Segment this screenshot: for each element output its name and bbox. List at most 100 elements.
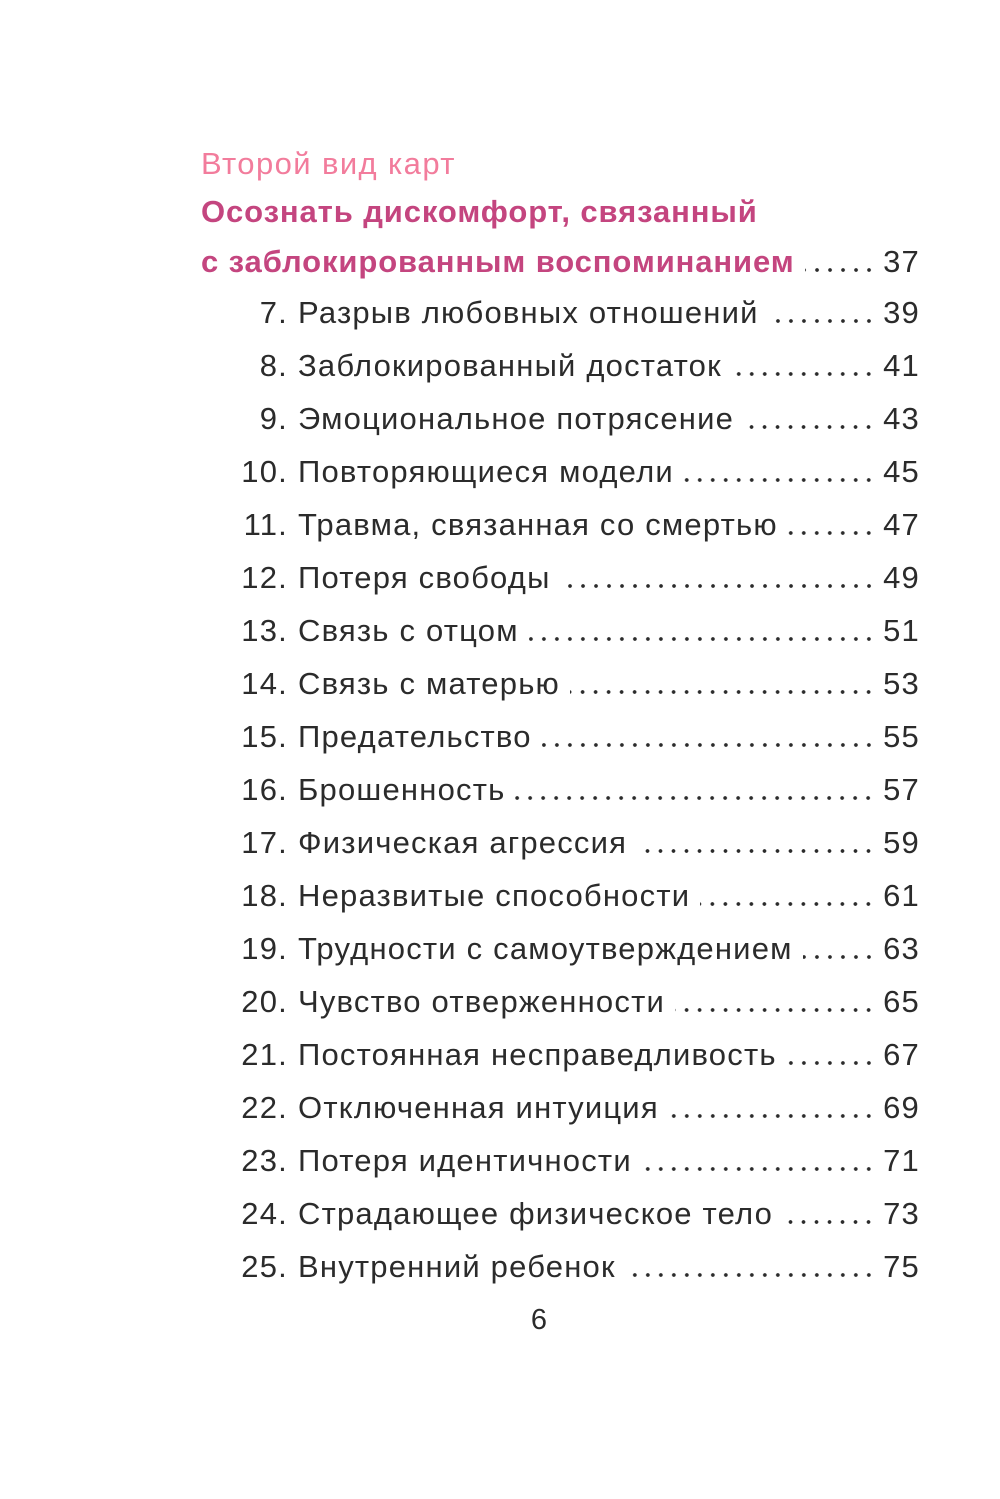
entry-number: 11.	[243, 507, 288, 542]
entry-title: Потеря свободы	[298, 560, 551, 595]
entry-title: Трудности с самоутверждением	[298, 931, 793, 966]
page-number: 51	[883, 613, 920, 648]
entry-number: 12.	[241, 560, 288, 595]
entry-title: Внутренний ребенок	[298, 1249, 616, 1284]
toc-entry: 24. Страдающее физическое тело 73	[0, 1192, 1000, 1236]
leader-dots	[641, 1165, 876, 1173]
entry-title: Травма, связанная со смертью	[298, 507, 778, 542]
leader-dots	[786, 1059, 876, 1067]
entry-number: 21.	[241, 1037, 288, 1072]
toc-entry: 15. Предательство 55	[0, 715, 1000, 759]
page-number: 63	[883, 931, 920, 966]
entry-number: 16.	[241, 772, 288, 807]
leader-dots	[675, 1006, 876, 1014]
page-number: 73	[883, 1196, 920, 1231]
entry-number: 18.	[241, 878, 288, 913]
entry-title: Отключенная интуиция	[298, 1090, 659, 1125]
toc-entry: 9. Эмоциональное потрясение 43	[0, 397, 1000, 441]
entry-number: 14.	[241, 666, 288, 701]
toc-entry: 7. Разрыв любовных отношений 39	[0, 291, 1000, 335]
entry-title: Связь с матерью	[298, 666, 560, 701]
leader-dots	[683, 476, 876, 484]
entry-title: Неразвитые способности	[298, 878, 691, 913]
entry-title: Страдающее физическое тело	[298, 1196, 774, 1231]
toc-entry: 19. Трудности с самоутверждением 63	[0, 927, 1000, 971]
page-number: 53	[883, 666, 920, 701]
leader-dots	[787, 529, 876, 537]
toc-entry: 12. Потеря свободы 49	[0, 556, 1000, 600]
entry-number: 15.	[241, 719, 288, 754]
leader-dots	[515, 794, 876, 802]
entry-title: Физическая агрессия	[298, 825, 628, 860]
page-number: 71	[883, 1143, 920, 1178]
leader-dots	[541, 741, 876, 749]
page-number: 59	[883, 825, 920, 860]
leader-dots	[625, 1271, 876, 1279]
entry-title: Постоянная несправедливость	[298, 1037, 777, 1072]
page-number: 57	[883, 772, 920, 807]
section-label: Второй вид карт	[201, 146, 456, 181]
entry-number: 8.	[259, 348, 288, 383]
entry-title: Потеря идентичности	[298, 1143, 632, 1178]
entry-number: 25.	[241, 1249, 288, 1284]
toc-entry: 18. Неразвитые способности 61	[0, 874, 1000, 918]
page-number: 37	[883, 244, 920, 279]
leader-dots	[802, 953, 876, 961]
section-heading: с заблокированным воспоминанием	[201, 244, 795, 279]
leader-dots	[560, 582, 876, 590]
heading-row: с заблокированным воспоминанием 37	[0, 240, 1000, 284]
page-number: 55	[883, 719, 920, 754]
page-number: 47	[883, 507, 920, 542]
toc-entry: 25. Внутренний ребенок 75	[0, 1245, 1000, 1289]
entry-number: 9.	[259, 401, 288, 436]
toc-entry: 8. Заблокированный достаток 41	[0, 344, 1000, 388]
toc-entry: 11. Травма, связанная со смертью 47	[0, 503, 1000, 547]
entry-number: 22.	[241, 1090, 288, 1125]
leader-dots	[804, 266, 876, 274]
entry-number: 20.	[241, 984, 288, 1019]
entry-title: Предательство	[298, 719, 532, 754]
entry-number: 17.	[241, 825, 288, 860]
entry-title: Разрыв любовных отношений	[298, 295, 759, 330]
entry-number: 19.	[241, 931, 288, 966]
page-number: 43	[883, 401, 920, 436]
entry-title: Заблокированный достаток	[298, 348, 722, 383]
leader-dots	[668, 1112, 876, 1120]
toc-entry: 17. Физическая агрессия 59	[0, 821, 1000, 865]
leader-dots	[744, 423, 876, 431]
section-heading: Осознать дискомфорт, связанный	[201, 194, 758, 229]
entry-title: Чувство отверженности	[298, 984, 665, 1019]
entry-title: Эмоциональное потрясение	[298, 401, 735, 436]
page-number: 65	[883, 984, 920, 1019]
toc-entry: 16. Брошенность 57	[0, 768, 1000, 812]
leader-dots	[768, 317, 876, 325]
page-number: 75	[883, 1249, 920, 1284]
entry-number: 24.	[241, 1196, 288, 1231]
entry-number: 13.	[241, 613, 288, 648]
toc-entry: 21. Постоянная несправедливость 67	[0, 1033, 1000, 1077]
page-number: 67	[883, 1037, 920, 1072]
entry-number: 7.	[259, 295, 288, 330]
entry-title: Повторяющиеся модели	[298, 454, 674, 489]
toc-entry: 23. Потеря идентичности 71	[0, 1139, 1000, 1183]
toc-entry: 22. Отключенная интуиция 69	[0, 1086, 1000, 1130]
page-number: 45	[883, 454, 920, 489]
page-number: 69	[883, 1090, 920, 1125]
entry-title: Брошенность	[298, 772, 506, 807]
page-number: 61	[883, 878, 920, 913]
toc-entry: 13. Связь с отцом 51	[0, 609, 1000, 653]
page-number: 39	[883, 295, 920, 330]
entry-title: Связь с отцом	[298, 613, 519, 648]
leader-dots	[731, 370, 876, 378]
leader-dots	[637, 847, 876, 855]
entry-number: 23.	[241, 1143, 288, 1178]
toc-entry: 10. Повторяющиеся модели 45	[0, 450, 1000, 494]
entry-number: 10.	[241, 454, 288, 489]
toc-entry: 20. Чувство отверженности 65	[0, 980, 1000, 1024]
leader-dots	[700, 900, 876, 908]
folio: 6	[530, 1304, 548, 1336]
toc-entry: 14. Связь с матерью 53	[0, 662, 1000, 706]
page-number: 41	[883, 348, 920, 383]
